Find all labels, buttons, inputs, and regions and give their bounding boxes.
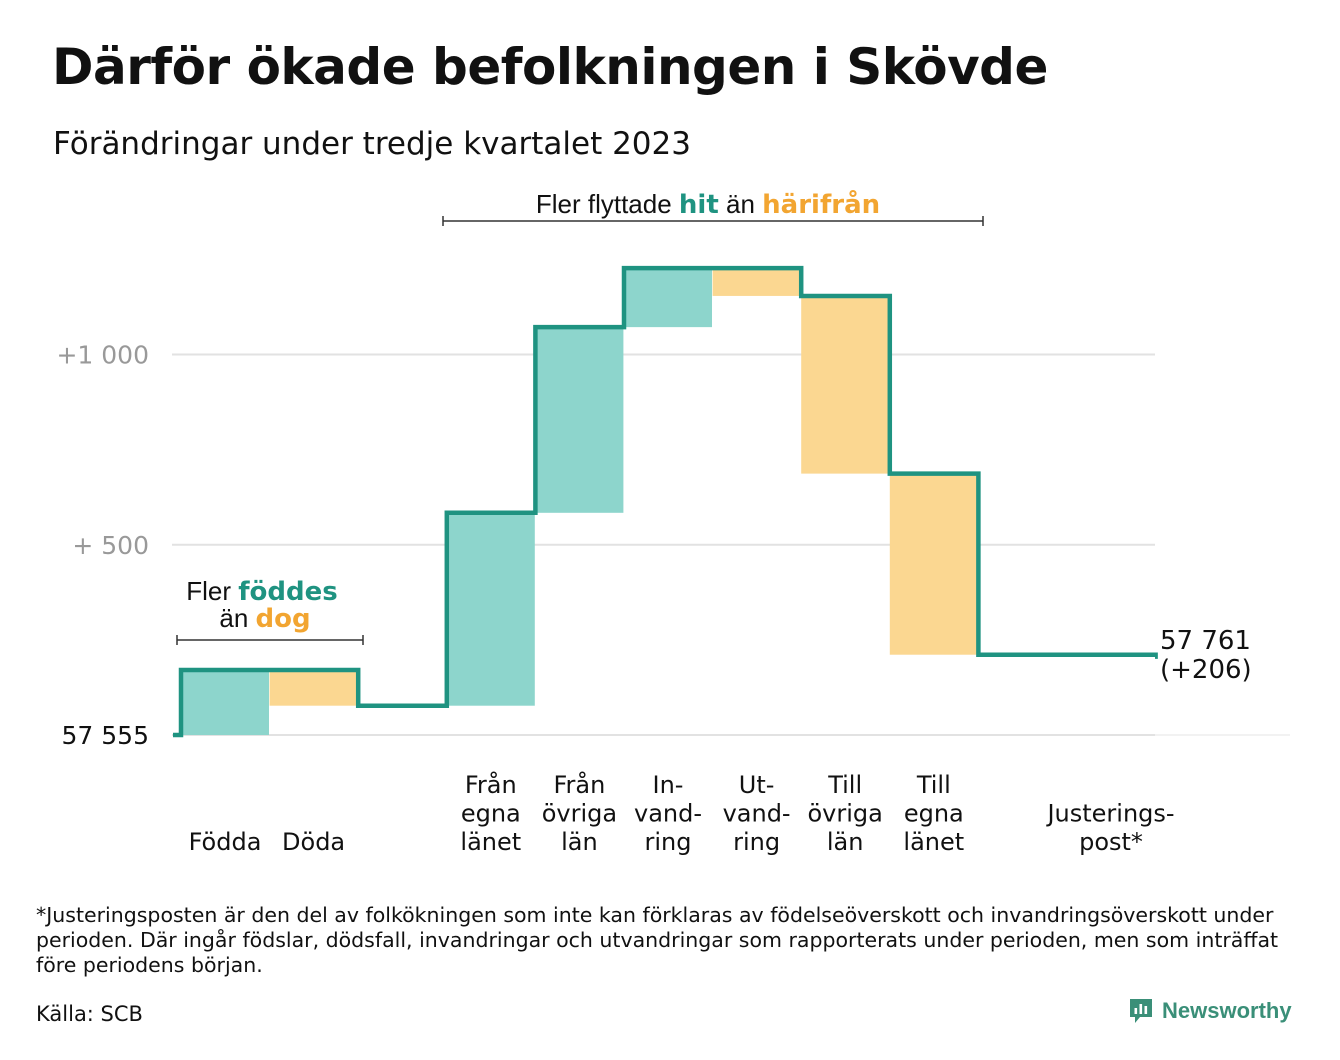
chart-subtitle: Förändringar under tredje kvartalet 2023 <box>53 126 691 162</box>
x-category-label: Från övriga län <box>542 770 617 856</box>
x-category-label: Till egna länet <box>903 771 964 856</box>
x-category-label: In-vand-ring <box>634 771 702 856</box>
end-change-label: (+206) <box>1160 655 1252 685</box>
x-category-label: Döda <box>282 828 345 856</box>
waterfall-bar <box>712 268 801 296</box>
births-annotation-line1: Fler föddes <box>186 576 338 607</box>
waterfall-bar <box>624 268 712 328</box>
y-tick-label: +1 000 <box>56 341 149 370</box>
end-value-label: 57 761 <box>1160 626 1251 656</box>
waterfall-bar <box>801 295 890 474</box>
y-tick-label: + 500 <box>72 531 149 560</box>
waterfall-bar <box>181 669 269 735</box>
newsworthy-logo-icon <box>1130 999 1152 1023</box>
waterfall-bar <box>889 473 978 655</box>
chart-title: Därför ökade befolkningen i Skövde <box>52 38 1048 96</box>
x-category-label: Från egna länet <box>460 770 521 856</box>
waterfall-bar <box>446 512 535 706</box>
source-label: Källa: SCB <box>36 1002 143 1026</box>
x-category-label: Justerings-post* <box>1045 800 1174 857</box>
brand-logo: Newsworthy <box>1128 997 1292 1025</box>
cumulative-step-line <box>173 265 1158 738</box>
waterfall-bar <box>535 327 624 513</box>
births-annotation-line2: än dog <box>219 603 310 634</box>
moves-annotation: Fler flyttade hit än härifrån <box>536 188 880 220</box>
brand-name: Newsworthy <box>1162 998 1292 1023</box>
x-category-label: Till övriga län <box>808 771 883 856</box>
waterfall-bar <box>269 669 358 706</box>
x-category-label: Födda <box>189 828 262 856</box>
x-category-label: Ut-vand-ring <box>723 771 791 856</box>
footnote: *Justeringsposten är den del av folkökni… <box>36 903 1279 977</box>
baseline-label: 57 555 <box>62 721 149 750</box>
